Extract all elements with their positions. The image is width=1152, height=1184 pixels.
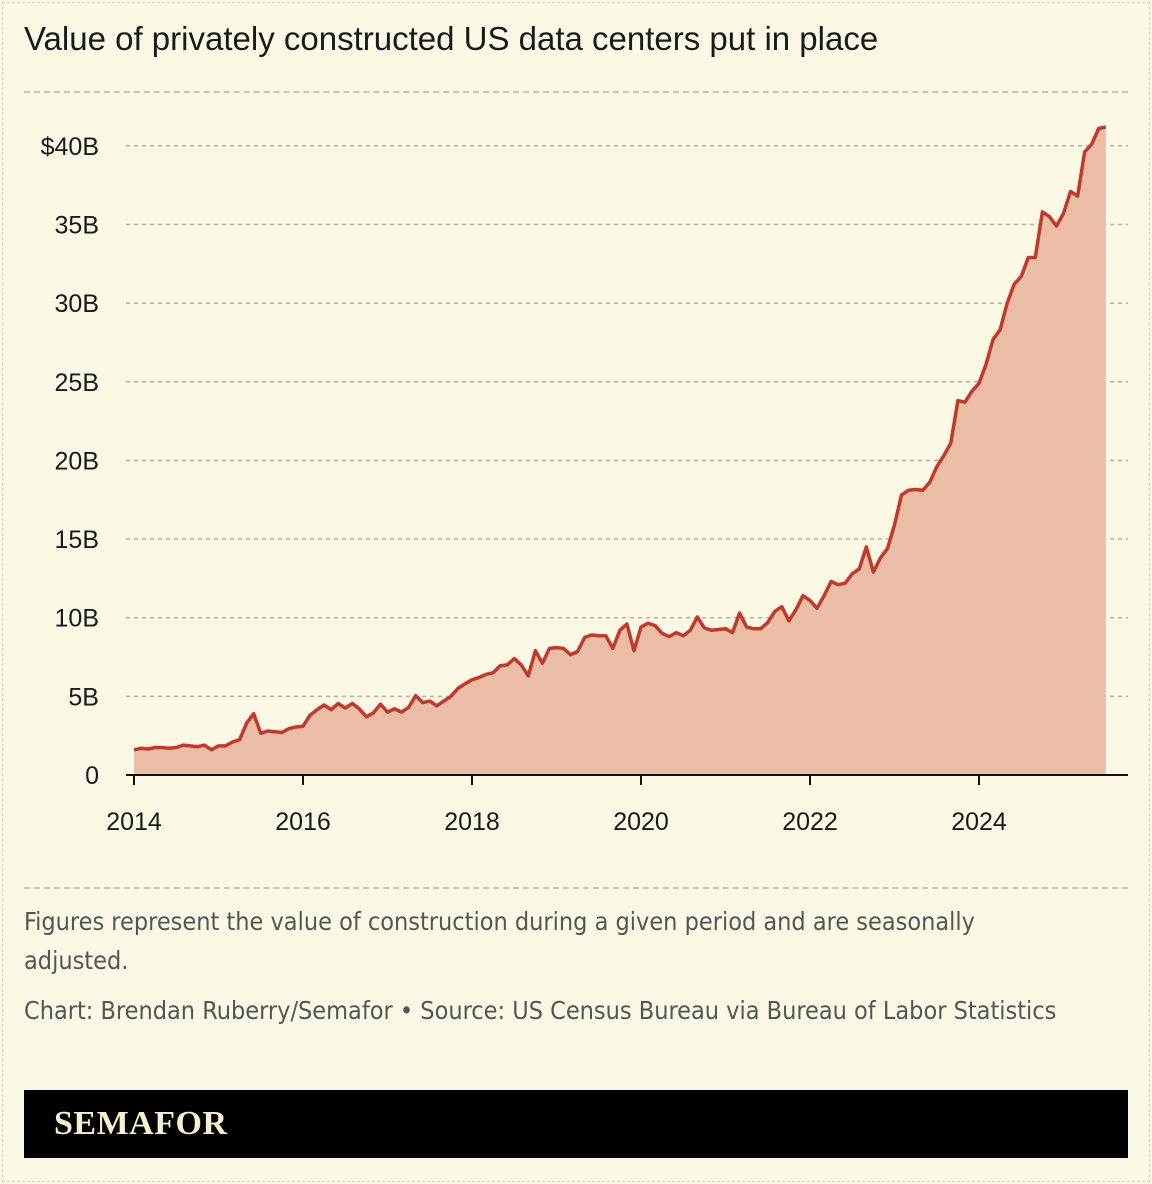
divider xyxy=(24,887,1128,889)
x-tick-label: 2020 xyxy=(613,808,669,836)
x-tick-label: 2014 xyxy=(106,808,162,836)
y-tick-label: 25B xyxy=(55,369,99,397)
area-chart: 0 5B 10B 15B 20B 25B 30B 35B $40B 2014 2016 2018 20… xyxy=(41,125,1128,836)
area-fill xyxy=(134,126,1106,775)
chart-note: Figures represent the value of construct… xyxy=(24,907,975,975)
x-tick-label: 2018 xyxy=(444,808,500,836)
x-tick-label: 2024 xyxy=(951,808,1007,836)
y-tick-label: 10B xyxy=(55,605,99,633)
brand-bar: SEMAFOR xyxy=(24,1090,1128,1158)
series-line xyxy=(133,125,1107,752)
x-tick-label: 2022 xyxy=(782,808,838,836)
y-tick-label: 5B xyxy=(68,683,99,711)
y-tick-label: $40B xyxy=(41,133,99,161)
divider xyxy=(24,91,1128,93)
x-tick-label: 2016 xyxy=(275,808,331,836)
y-tick-label: 0 xyxy=(85,762,99,790)
y-tick-label: 35B xyxy=(55,211,99,239)
semafor-logo: SEMAFOR xyxy=(54,1105,228,1142)
chart-credit: Chart: Brendan Ruberry/Semafor • Source:… xyxy=(24,996,1057,1025)
y-tick-label: 15B xyxy=(55,526,99,554)
y-tick-label: 30B xyxy=(55,290,99,318)
y-tick-label: 20B xyxy=(55,447,99,475)
chart-title: Value of privately constructed US data c… xyxy=(24,20,879,57)
